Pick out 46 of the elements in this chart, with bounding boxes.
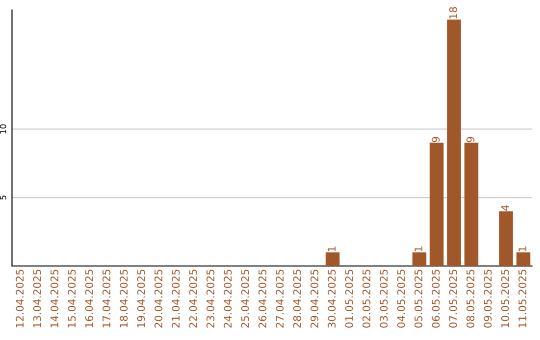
x-tick-label: 05.05.2025 bbox=[414, 270, 422, 328]
x-tick-label: 06.05.2025 bbox=[432, 270, 440, 328]
x-tick-label: 25.04.2025 bbox=[241, 270, 250, 328]
x-tick-label: 12.04.2025 bbox=[16, 270, 24, 328]
x-tick-label: 24.04.2025 bbox=[224, 270, 232, 328]
x-tick-label: 03.05.2025 bbox=[380, 270, 388, 328]
x-tick-label: 10.05.2025 bbox=[501, 270, 510, 328]
data-label: 9 bbox=[466, 136, 474, 142]
x-tick-label: 27.04.2025 bbox=[276, 270, 284, 328]
x-tick-label: 13.04.2025 bbox=[33, 270, 42, 328]
y-tick-label: 5 bbox=[0, 196, 6, 200]
x-tick-label: 26.04.2025 bbox=[258, 270, 266, 328]
bar bbox=[326, 252, 340, 266]
bar bbox=[447, 20, 461, 266]
data-label: 4 bbox=[501, 205, 509, 211]
data-label: 1 bbox=[518, 246, 526, 252]
data-label: 18 bbox=[449, 7, 458, 18]
x-tick-label: 04.05.2025 bbox=[397, 270, 406, 328]
x-tick-label: 30.04.2025 bbox=[328, 270, 336, 328]
x-tick-label: 19.04.2025 bbox=[137, 270, 146, 328]
x-tick-label: 28.04.2025 bbox=[293, 270, 302, 328]
x-tick-label: 14.04.2025 bbox=[50, 270, 58, 328]
x-tick-label: 07.05.2025 bbox=[449, 270, 458, 328]
x-tick-label: 15.04.2025 bbox=[68, 270, 76, 328]
x-tick-label: 11.05.2025 bbox=[518, 270, 526, 328]
x-tick-label: 23.04.2025 bbox=[206, 270, 214, 328]
x-tick-label: 01.05.2025 bbox=[345, 270, 354, 328]
x-tick-label: 09.05.2025 bbox=[484, 270, 492, 328]
x-tick-label: 21.04.2025 bbox=[172, 270, 180, 328]
x-tick-label: 17.04.2025 bbox=[102, 270, 110, 328]
data-label: 9 bbox=[432, 136, 440, 142]
data-label: 1 bbox=[414, 246, 422, 252]
x-tick-label: 18.04.2025 bbox=[120, 270, 128, 328]
bar bbox=[430, 142, 444, 266]
x-tick-label: 22.04.2025 bbox=[189, 270, 198, 328]
x-tick-label: 16.04.2025 bbox=[85, 270, 94, 328]
x-tick-label: 02.05.2025 bbox=[362, 270, 370, 328]
bar bbox=[516, 252, 530, 266]
bar bbox=[499, 211, 513, 266]
data-label: 1 bbox=[328, 246, 336, 252]
bar bbox=[412, 252, 426, 266]
bar bbox=[464, 142, 478, 266]
x-tick-label: 20.04.2025 bbox=[154, 270, 162, 328]
y-tick-label: 10 bbox=[0, 124, 6, 134]
x-tick-label: 08.05.2025 bbox=[466, 270, 474, 328]
x-tick-label: 29.04.2025 bbox=[310, 270, 318, 328]
